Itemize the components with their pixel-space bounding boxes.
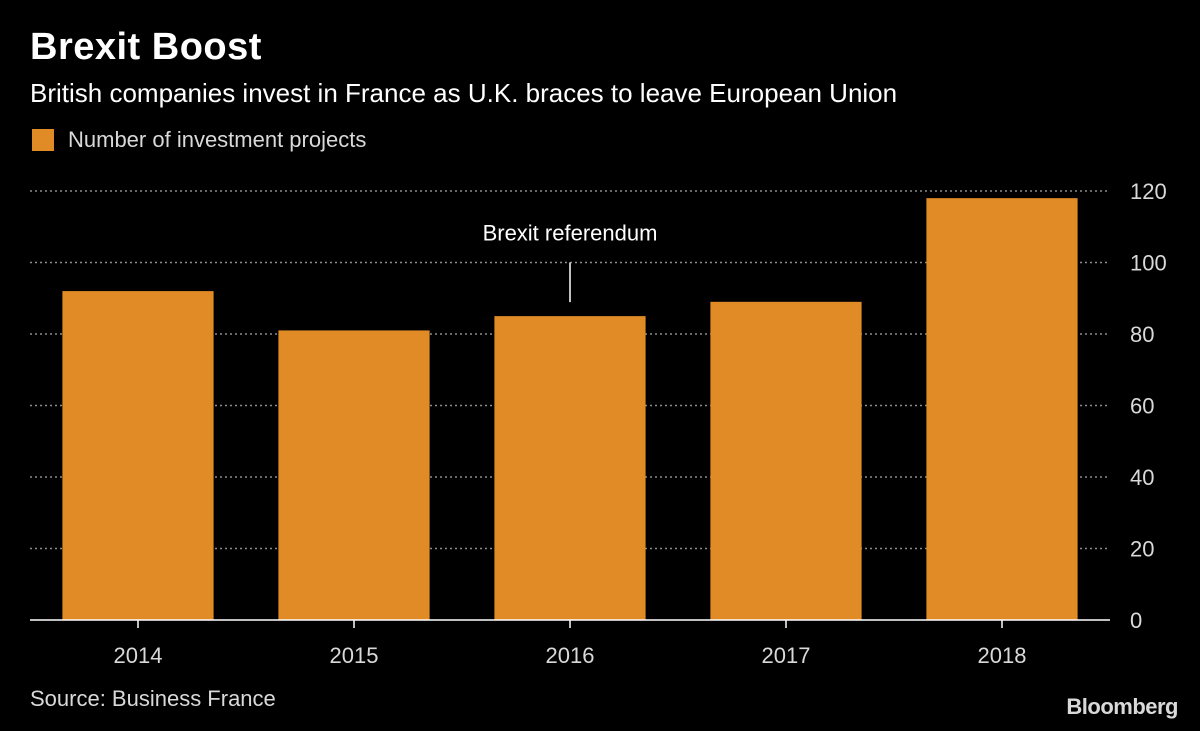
x-tick-label: 2017 [762,643,811,668]
legend-label: Number of investment projects [68,127,367,152]
bar [926,198,1078,620]
annotation-label: Brexit referendum [483,221,658,246]
y-tick-label: 60 [1130,394,1154,419]
chart-title: Brexit Boost [30,26,262,68]
y-tick-label: 100 [1130,251,1167,276]
bloomberg-logo: Bloomberg [1066,694,1178,719]
bar [494,316,646,620]
source-note: Source: Business France [30,686,276,711]
y-tick-label: 120 [1130,179,1167,204]
x-tick-label: 2014 [114,643,163,668]
bar [710,301,862,620]
x-tick-label: 2016 [546,643,595,668]
legend-swatch [32,129,54,151]
x-tick-label: 2015 [330,643,379,668]
bar [278,330,430,620]
y-tick-label: 20 [1130,537,1154,562]
legend: Number of investment projects [32,127,366,153]
y-tick-label: 0 [1130,608,1142,633]
x-tick-label: 2018 [978,643,1027,668]
bar [62,291,214,620]
y-tick-label: 80 [1130,322,1154,347]
chart-subtitle: British companies invest in France as U.… [30,78,898,108]
y-tick-label: 40 [1130,465,1154,490]
